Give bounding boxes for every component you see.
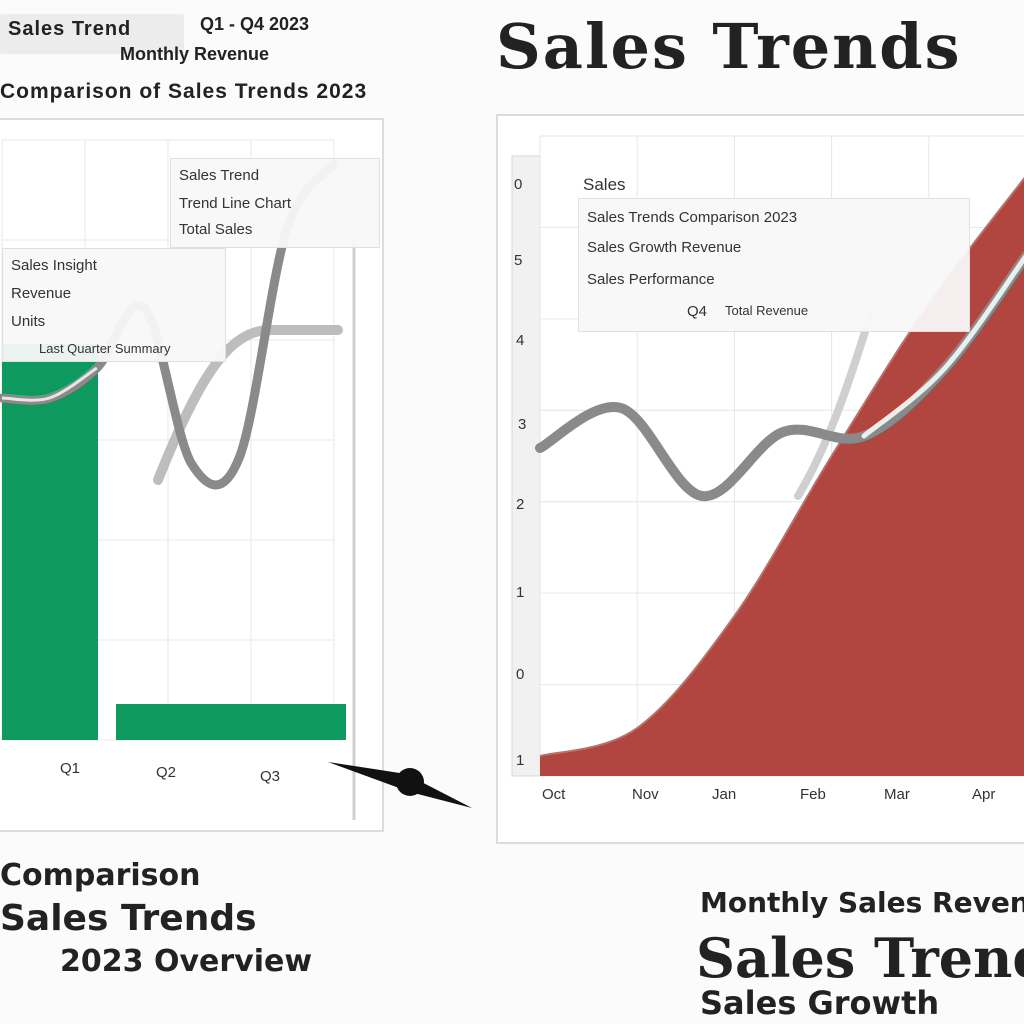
right-info-line3: Sales Performance bbox=[587, 271, 715, 288]
x-tick-label: Q3 bbox=[260, 768, 281, 785]
bar-1 bbox=[2, 344, 98, 740]
right-chart-frame: Sales Sales Trends Comparison 2023 Sales… bbox=[496, 114, 1024, 844]
y-tick-label: 1 bbox=[516, 752, 525, 769]
right-chart-svg bbox=[511, 135, 1024, 777]
info-box-title: Sales Insight bbox=[11, 257, 97, 274]
legend-box-line3: Total Sales bbox=[179, 221, 253, 238]
y-tick-label: 0 bbox=[516, 666, 525, 683]
x-tick-label: Feb bbox=[800, 786, 826, 803]
left-caption-line3: 2023 Overview bbox=[60, 944, 313, 979]
y-tick-label: 1 bbox=[516, 584, 525, 601]
right-info-box: Sales Sales Trends Comparison 2023 Sales… bbox=[578, 175, 970, 332]
right-info-title: Sales bbox=[583, 175, 626, 194]
info-box-line3: Units bbox=[11, 313, 46, 330]
x-tick-label: Nov bbox=[632, 786, 659, 803]
pointer-arrow-icon bbox=[328, 762, 472, 808]
y-tick-label: 2 bbox=[516, 496, 525, 513]
right-info-line2: Sales Growth Revenue bbox=[587, 239, 742, 256]
right-chart-title: Sales Trends bbox=[496, 10, 962, 83]
right-info-line4: Q4 bbox=[687, 303, 708, 320]
x-tick-label: Jan bbox=[712, 786, 737, 803]
series-line-highlight bbox=[1, 366, 98, 402]
left-chart-panel: Sales Trend Q1 - Q4 2023 Monthly Revenue… bbox=[0, 0, 480, 1024]
left-chart-svg bbox=[0, 139, 356, 820]
right-info-line1: Sales Trends Comparison 2023 bbox=[587, 209, 798, 226]
x-tick-label: Oct bbox=[542, 786, 566, 803]
info-box-line4: Last Quarter Summary bbox=[39, 341, 171, 356]
y-tick-label: 3 bbox=[518, 416, 527, 433]
legend-box-title: Sales Trend bbox=[179, 167, 260, 184]
left-info-box: Sales Insight Revenue Units Last Quarter… bbox=[2, 248, 226, 362]
x-tick-label: Q2 bbox=[156, 764, 177, 781]
trend-band bbox=[794, 312, 874, 500]
left-header-line2: Monthly Revenue bbox=[120, 44, 270, 64]
y-axis-rail bbox=[511, 155, 541, 777]
right-caption-line3: Sales Growth bbox=[700, 984, 940, 1022]
bar-3 bbox=[230, 704, 346, 740]
right-info-line5: Total Revenue bbox=[725, 303, 809, 318]
left-chart-frame: Sales Trend Trend Line Chart Total Sales… bbox=[0, 118, 384, 832]
y-tick-label: 5 bbox=[514, 252, 523, 269]
y-tick-label: 0 bbox=[514, 176, 523, 193]
x-tick-label: Apr bbox=[972, 786, 996, 803]
series-line bbox=[0, 159, 339, 490]
left-header-title: Sales Trend bbox=[8, 18, 132, 40]
legend-box-line2: Trend Line Chart bbox=[179, 195, 292, 212]
right-caption-line2: Sales Trends bbox=[696, 926, 1024, 990]
area-series bbox=[540, 178, 1024, 776]
info-box-line2: Revenue bbox=[11, 285, 72, 302]
left-caption-line1: Comparison bbox=[0, 858, 201, 893]
left-caption-line2: Sales Trends bbox=[0, 898, 257, 939]
series-line-highlight bbox=[861, 254, 1024, 439]
left-legend-box: Sales Trend Trend Line Chart Total Sales bbox=[170, 158, 380, 248]
x-tick-label: Q1 bbox=[60, 760, 81, 777]
left-header-line3: Comparison of Sales Trends 2023 bbox=[0, 80, 368, 103]
left-header-subtitle: Q1 - Q4 2023 bbox=[200, 14, 310, 34]
bar-2 bbox=[116, 704, 232, 740]
x-tick-label: Mar bbox=[884, 786, 910, 803]
y-tick-label: 4 bbox=[516, 332, 525, 349]
header-badge bbox=[0, 14, 184, 54]
right-chart-panel: Sales Trends Sales Sales Trends Comparis… bbox=[496, 0, 1024, 1024]
right-caption-line1: Monthly Sales Revenue bbox=[700, 886, 1024, 919]
